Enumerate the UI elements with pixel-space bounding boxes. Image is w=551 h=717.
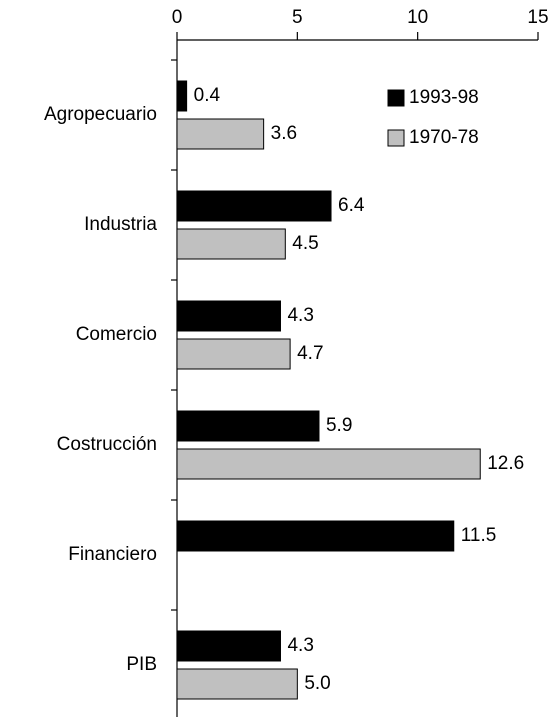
value-label: 4.3 bbox=[287, 635, 313, 656]
value-label: 5.9 bbox=[326, 415, 352, 436]
value-label: 12.6 bbox=[487, 453, 524, 474]
x-tick-label: 15 bbox=[527, 7, 548, 28]
x-tick-label: 5 bbox=[292, 7, 303, 28]
bar bbox=[176, 410, 320, 442]
x-tick-label: 0 bbox=[172, 7, 183, 28]
value-label: 4.3 bbox=[287, 305, 313, 326]
bar bbox=[176, 190, 332, 222]
value-label: 0.4 bbox=[194, 85, 221, 106]
y-tick-label: PIB bbox=[126, 654, 157, 675]
legend-label: 1970-78 bbox=[409, 127, 479, 148]
y-tick-label: Agropecuario bbox=[44, 104, 157, 125]
bar bbox=[176, 118, 265, 150]
bar bbox=[176, 228, 286, 260]
bar bbox=[176, 668, 298, 700]
value-label: 3.6 bbox=[271, 123, 297, 144]
bar bbox=[176, 338, 291, 370]
value-label: 6.4 bbox=[338, 195, 365, 216]
value-label: 4.5 bbox=[292, 233, 318, 254]
value-label: 5.0 bbox=[304, 673, 330, 694]
value-label: 11.5 bbox=[461, 525, 497, 546]
y-tick-label: Financiero bbox=[68, 544, 157, 565]
legend-swatch bbox=[387, 89, 405, 107]
bar bbox=[176, 630, 281, 662]
bar bbox=[176, 80, 188, 112]
x-tick-label: 10 bbox=[407, 7, 428, 28]
y-tick-label: Costrucción bbox=[57, 434, 157, 455]
y-tick-label: Comercio bbox=[76, 324, 157, 345]
value-label: 4.7 bbox=[297, 343, 323, 364]
legend-label: 1993-98 bbox=[409, 87, 479, 108]
y-tick-label: Industria bbox=[84, 214, 157, 235]
bar bbox=[176, 300, 281, 332]
bar bbox=[176, 448, 481, 480]
legend-swatch bbox=[387, 129, 405, 147]
bar bbox=[176, 520, 455, 552]
